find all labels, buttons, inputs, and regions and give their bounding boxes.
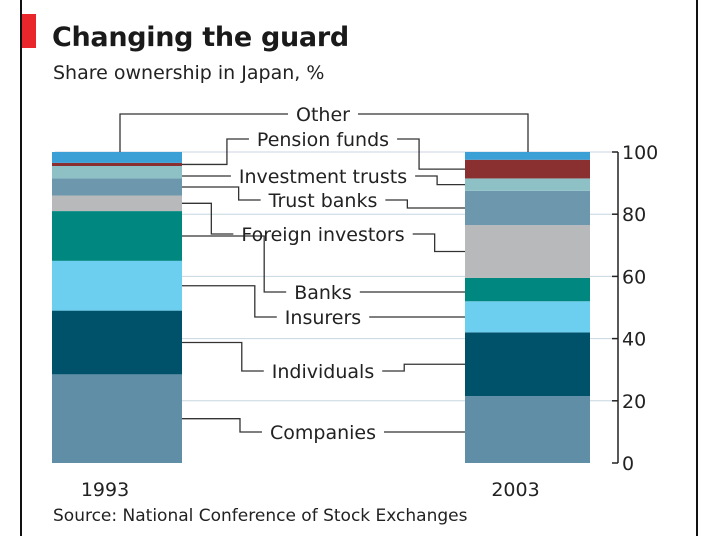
chart-title: Changing the guard	[52, 22, 349, 53]
leader-line-left-companies	[182, 418, 262, 433]
bar-segment-trust-banks-2003	[465, 190, 590, 226]
bar-segment-banks-1993	[52, 211, 182, 261]
series-label-pension-funds: Pension funds	[257, 129, 389, 151]
series-label-trust-banks: Trust banks	[268, 190, 378, 212]
x-label-2003: 2003	[491, 479, 539, 501]
series-label-investment-trusts: Investment trusts	[239, 166, 407, 188]
bar-segment-other-1993	[52, 152, 182, 163]
brand-accent-bar	[22, 14, 36, 48]
y-tick-label-40: 40	[622, 329, 646, 351]
leader-line-right-pension-funds	[397, 138, 465, 170]
series-labels: Companies Individuals Insurers Banks Foreign…	[239, 104, 407, 444]
bar-segment-foreign-investors-1993	[52, 195, 182, 212]
bar-segment-investment-trusts-2003	[465, 178, 590, 191]
leader-line-right-trust-banks	[385, 199, 465, 209]
bar-segment-individuals-2003	[465, 332, 590, 397]
leader-line-right-individuals	[382, 363, 465, 372]
bar-segment-companies-2003	[465, 396, 590, 463]
y-tick-label-20: 20	[622, 391, 646, 413]
series-label-foreign-investors: Foreign investors	[241, 224, 404, 246]
bar-segment-companies-1993	[52, 374, 182, 463]
y-tick-label-100: 100	[622, 142, 658, 164]
x-label-1993: 1993	[81, 479, 129, 501]
bar-segment-trust-banks-1993	[52, 178, 182, 196]
y-axis: 0 20 40 60 80 100	[612, 142, 658, 475]
y-tick-label-0: 0	[622, 453, 634, 475]
leader-line-right-investment-trusts	[415, 175, 465, 186]
bar-segment-insurers-1993	[52, 260, 182, 311]
bars	[52, 152, 590, 463]
bar-segment-pension-funds-1993	[52, 162, 182, 166]
leader-line-left-individuals	[182, 341, 264, 372]
series-label-companies: Companies	[270, 422, 376, 444]
leader-lines	[119, 113, 529, 433]
leader-line-left-foreign-investors	[182, 202, 234, 235]
series-label-banks: Banks	[294, 282, 352, 304]
bar-segment-other-2003	[465, 152, 590, 160]
chart-subtitle: Share ownership in Japan, %	[53, 62, 325, 84]
leader-line-left-pension-funds	[182, 138, 249, 166]
x-axis: 1993 2003	[81, 479, 540, 501]
series-label-insurers: Insurers	[285, 307, 361, 329]
leader-line-right-foreign-investors	[412, 233, 465, 253]
leader-line-right-other	[357, 113, 529, 152]
leader-line-left-insurers	[182, 285, 277, 318]
series-label-other: Other	[296, 104, 350, 126]
bar-segment-investment-trusts-1993	[52, 165, 182, 179]
y-tick-label-60: 60	[622, 266, 646, 288]
bar-segment-insurers-2003	[465, 301, 590, 333]
leader-line-left-trust-banks	[182, 186, 261, 201]
source-note: Source: National Conference of Stock Exc…	[53, 506, 468, 526]
series-label-individuals: Individuals	[272, 361, 374, 383]
bar-segment-foreign-investors-2003	[465, 225, 590, 278]
bar-segment-pension-funds-2003	[465, 159, 590, 179]
leader-line-left-other	[119, 113, 289, 152]
y-tick-label-80: 80	[622, 204, 646, 226]
bar-segment-banks-2003	[465, 277, 590, 302]
bar-segment-individuals-1993	[52, 310, 182, 375]
leader-line-left-banks	[182, 235, 287, 293]
